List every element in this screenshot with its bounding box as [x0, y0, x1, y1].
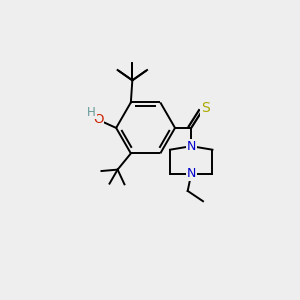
Text: O: O [93, 113, 104, 126]
Text: N: N [187, 140, 196, 153]
Text: N: N [187, 167, 196, 180]
Text: S: S [201, 101, 209, 115]
Text: H: H [87, 106, 96, 119]
